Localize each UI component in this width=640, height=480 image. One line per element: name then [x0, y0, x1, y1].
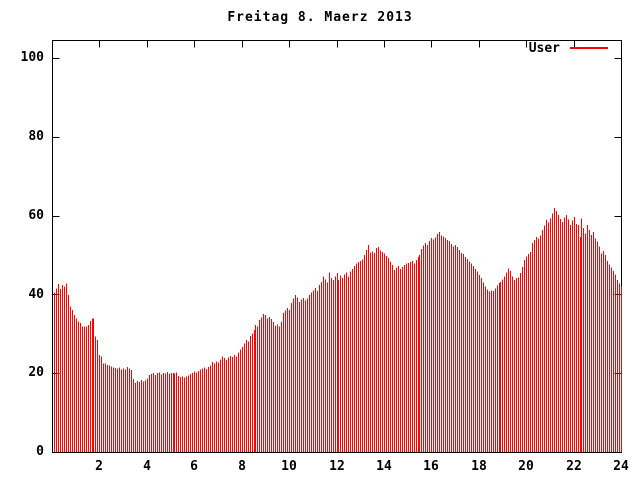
x-tick-label-2: 2	[95, 459, 103, 474]
y-tick-label-80: 80	[28, 129, 44, 144]
x-tick-label-4: 4	[143, 459, 151, 474]
x-tick-label-24: 24	[613, 459, 629, 474]
chart-title: Freitag 8. Maerz 2013	[227, 10, 413, 25]
y-tick-label-0: 0	[36, 444, 44, 459]
x-tick-label-12: 12	[329, 459, 345, 474]
y-tick-label-60: 60	[28, 208, 44, 223]
x-tick-label-18: 18	[471, 459, 487, 474]
x-tick-label-8: 8	[238, 459, 246, 474]
x-tick-label-16: 16	[423, 459, 439, 474]
impulse-bars	[54, 208, 622, 452]
y-tick-label-40: 40	[28, 287, 44, 302]
x-tick-label-14: 14	[376, 459, 392, 474]
y-tick-label-20: 20	[28, 365, 44, 380]
x-tick-label-20: 20	[518, 459, 534, 474]
legend-series-label: User	[528, 41, 560, 56]
x-tick-label-6: 6	[190, 459, 198, 474]
x-tick-label-22: 22	[566, 459, 582, 474]
x-tick-label-10: 10	[281, 459, 297, 474]
y-tick-label-100: 100	[20, 50, 44, 65]
